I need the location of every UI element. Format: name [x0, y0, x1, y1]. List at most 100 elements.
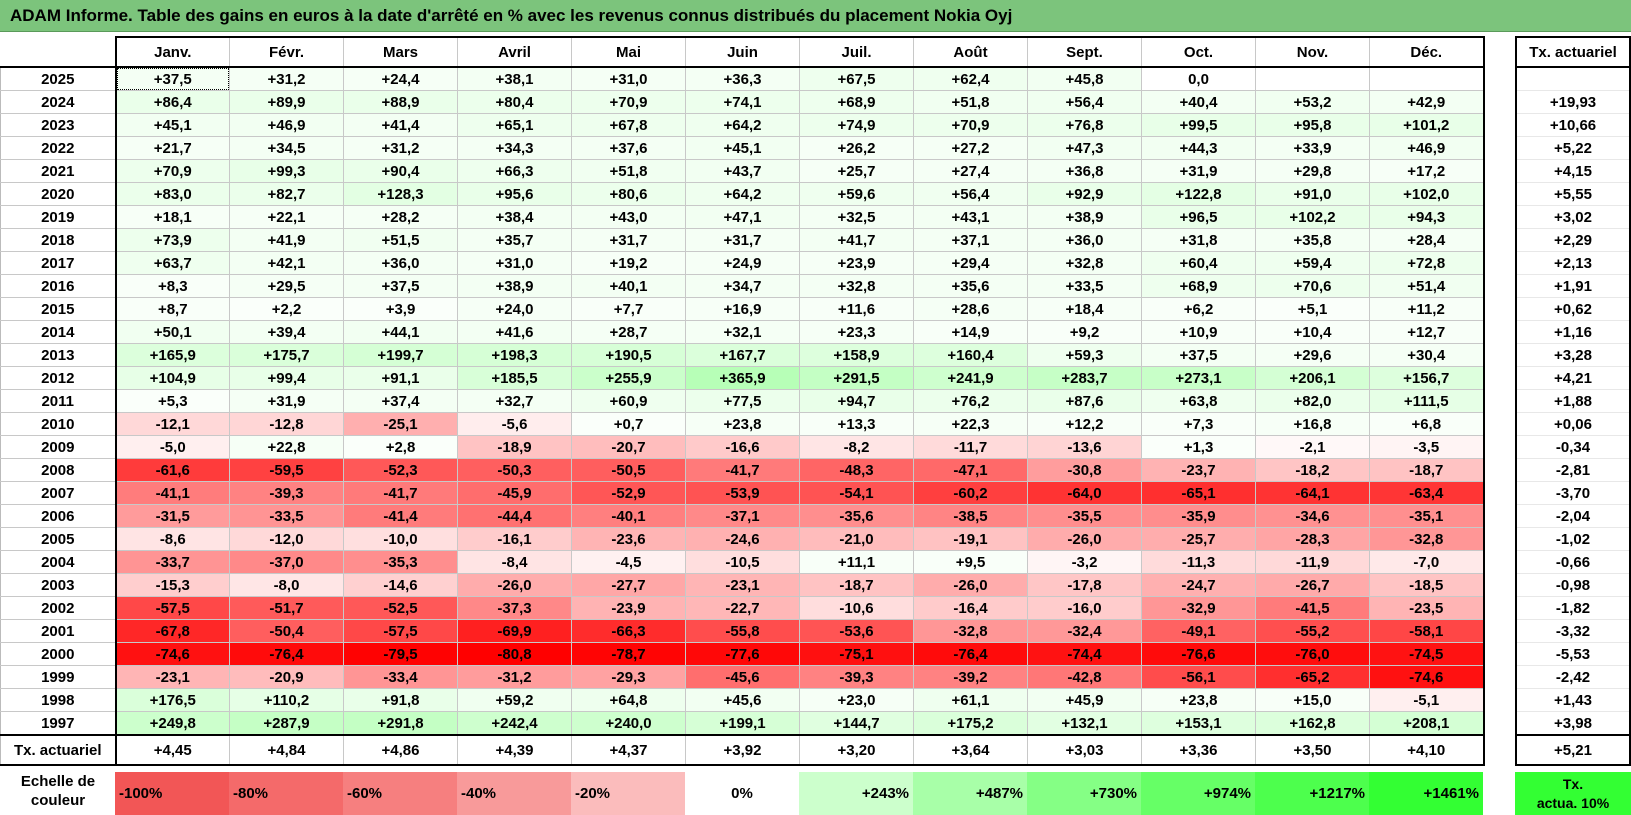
gain-cell[interactable]: -5,0	[114, 435, 230, 459]
gain-cell[interactable]: -24,7	[1141, 573, 1256, 597]
gain-cell[interactable]: -23,7	[1141, 458, 1256, 482]
gain-cell[interactable]: +56,4	[913, 182, 1028, 206]
gain-cell[interactable]: -51,7	[229, 596, 344, 620]
gain-cell[interactable]: +18,1	[114, 205, 230, 229]
gain-cell[interactable]: +51,4	[1369, 274, 1485, 298]
gain-cell[interactable]: +73,9	[114, 228, 230, 252]
gain-cell[interactable]: +92,9	[1027, 182, 1142, 206]
gain-cell[interactable]: +11,6	[799, 297, 914, 321]
gain-cell[interactable]: +128,3	[343, 182, 458, 206]
gain-cell[interactable]: +94,3	[1369, 205, 1485, 229]
gain-cell[interactable]: +0,7	[571, 412, 686, 436]
gain-cell[interactable]: -64,1	[1255, 481, 1370, 505]
gain-cell[interactable]: -44,4	[457, 504, 572, 528]
gain-cell[interactable]: -35,5	[1027, 504, 1142, 528]
gain-cell[interactable]: -33,7	[114, 550, 230, 574]
gain-cell[interactable]: +99,4	[229, 366, 344, 390]
gain-cell[interactable]: -53,9	[685, 481, 800, 505]
gain-cell[interactable]: -76,4	[913, 642, 1028, 666]
gain-cell[interactable]: +59,6	[799, 182, 914, 206]
gain-cell[interactable]: -55,8	[685, 619, 800, 643]
gain-cell[interactable]: -69,9	[457, 619, 572, 643]
gain-cell[interactable]: +44,3	[1141, 136, 1256, 160]
gain-cell[interactable]: +59,3	[1027, 343, 1142, 367]
gain-cell[interactable]: -26,0	[1027, 527, 1142, 551]
gain-cell[interactable]: -22,7	[685, 596, 800, 620]
gain-cell[interactable]: +37,6	[571, 136, 686, 160]
gain-cell[interactable]: -42,8	[1027, 665, 1142, 689]
gain-cell[interactable]: +132,1	[1027, 711, 1142, 736]
gain-cell[interactable]: +42,9	[1369, 90, 1485, 114]
gain-cell[interactable]: +70,9	[114, 159, 230, 183]
gain-cell[interactable]: -7,0	[1369, 550, 1485, 574]
gain-cell[interactable]: +10,4	[1255, 320, 1370, 344]
gain-cell[interactable]: +35,8	[1255, 228, 1370, 252]
gain-cell[interactable]: +1,3	[1141, 435, 1256, 459]
gain-cell[interactable]: +273,1	[1141, 366, 1256, 390]
gain-cell[interactable]: -16,0	[1027, 596, 1142, 620]
gain-cell[interactable]: +40,4	[1141, 90, 1256, 114]
gain-cell[interactable]: +14,9	[913, 320, 1028, 344]
gain-cell[interactable]: +31,0	[571, 66, 686, 91]
gain-cell[interactable]: +208,1	[1369, 711, 1485, 736]
gain-cell[interactable]: -41,7	[343, 481, 458, 505]
gain-cell[interactable]: +102,0	[1369, 182, 1485, 206]
gain-cell[interactable]: -76,0	[1255, 642, 1370, 666]
gain-cell[interactable]: -41,4	[343, 504, 458, 528]
gain-cell[interactable]: -14,6	[343, 573, 458, 597]
gain-cell[interactable]: +19,2	[571, 251, 686, 275]
gain-cell[interactable]: -45,9	[457, 481, 572, 505]
gain-cell[interactable]: +7,3	[1141, 412, 1256, 436]
gain-cell[interactable]: +24,9	[685, 251, 800, 275]
gain-cell[interactable]: +70,6	[1255, 274, 1370, 298]
gain-cell[interactable]: +31,7	[685, 228, 800, 252]
gain-cell[interactable]: +25,7	[799, 159, 914, 183]
gain-cell[interactable]: +47,1	[685, 205, 800, 229]
gain-cell[interactable]: -18,7	[799, 573, 914, 597]
gain-cell[interactable]: -26,0	[913, 573, 1028, 597]
gain-cell[interactable]: +70,9	[913, 113, 1028, 137]
gain-cell[interactable]: +68,9	[1141, 274, 1256, 298]
gain-cell[interactable]: +2,2	[229, 297, 344, 321]
gain-cell[interactable]: -12,1	[114, 412, 230, 436]
gain-cell[interactable]: +32,1	[685, 320, 800, 344]
gain-cell[interactable]: -12,0	[229, 527, 344, 551]
gain-cell[interactable]: +199,7	[343, 343, 458, 367]
gain-cell[interactable]: +160,4	[913, 343, 1028, 367]
gain-cell[interactable]: -67,8	[114, 619, 230, 643]
gain-cell[interactable]: +64,2	[685, 113, 800, 137]
gain-cell[interactable]: +18,4	[1027, 297, 1142, 321]
gain-cell[interactable]: -18,9	[457, 435, 572, 459]
gain-cell[interactable]: +175,7	[229, 343, 344, 367]
gain-cell[interactable]: +190,5	[571, 343, 686, 367]
gain-cell[interactable]: +28,2	[343, 205, 458, 229]
gain-cell[interactable]: +156,7	[1369, 366, 1485, 390]
gain-cell[interactable]: +91,0	[1255, 182, 1370, 206]
gain-cell[interactable]: +32,7	[457, 389, 572, 413]
gain-cell[interactable]: -23,5	[1369, 596, 1485, 620]
gain-cell[interactable]: -33,5	[229, 504, 344, 528]
gain-cell[interactable]: -33,4	[343, 665, 458, 689]
gain-cell[interactable]: +167,7	[685, 343, 800, 367]
gain-cell[interactable]: +41,6	[457, 320, 572, 344]
gain-cell[interactable]: +46,9	[1369, 136, 1485, 160]
gain-cell[interactable]: +45,6	[685, 688, 800, 712]
gain-cell[interactable]: +94,7	[799, 389, 914, 413]
gain-cell[interactable]: +162,8	[1255, 711, 1370, 736]
gain-cell[interactable]: +43,0	[571, 205, 686, 229]
gain-cell[interactable]: -74,4	[1027, 642, 1142, 666]
gain-cell[interactable]: +45,1	[114, 113, 230, 137]
gain-cell[interactable]: -35,1	[1369, 504, 1485, 528]
gain-cell[interactable]: +165,9	[114, 343, 230, 367]
gain-cell[interactable]: -8,2	[799, 435, 914, 459]
gain-cell[interactable]: +61,1	[913, 688, 1028, 712]
gain-cell[interactable]: +39,4	[229, 320, 344, 344]
gain-cell[interactable]: -31,2	[457, 665, 572, 689]
gain-cell[interactable]: +45,1	[685, 136, 800, 160]
gain-cell[interactable]: +16,8	[1255, 412, 1370, 436]
gain-cell[interactable]: +29,4	[913, 251, 1028, 275]
gain-cell[interactable]: -35,9	[1141, 504, 1256, 528]
gain-cell[interactable]: -41,7	[685, 458, 800, 482]
gain-cell[interactable]: -76,4	[229, 642, 344, 666]
gain-cell[interactable]: +8,3	[114, 274, 230, 298]
